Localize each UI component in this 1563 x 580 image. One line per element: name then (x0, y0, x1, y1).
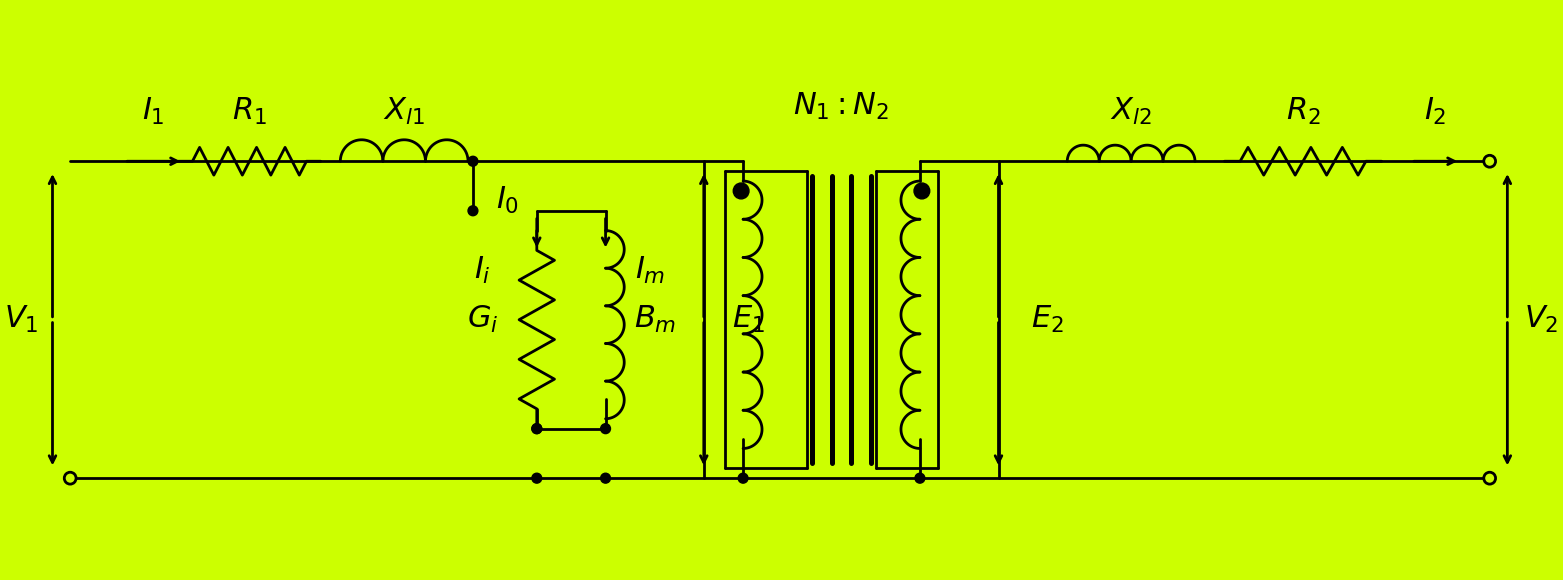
Text: $I_2$: $I_2$ (1424, 96, 1447, 127)
Circle shape (733, 183, 749, 199)
Circle shape (914, 473, 925, 483)
Text: $V_1$: $V_1$ (3, 304, 39, 335)
Text: $G_i$: $G_i$ (467, 304, 499, 335)
Circle shape (467, 156, 478, 166)
Circle shape (600, 424, 611, 434)
Circle shape (531, 473, 542, 483)
Text: $I_m$: $I_m$ (635, 255, 664, 286)
Circle shape (531, 424, 542, 434)
Text: $V_2$: $V_2$ (1524, 304, 1558, 335)
Text: $I_1$: $I_1$ (142, 96, 166, 127)
Text: $X_{l2}$: $X_{l2}$ (1110, 96, 1152, 127)
Text: $B_m$: $B_m$ (633, 304, 675, 335)
Text: $X_{l1}$: $X_{l1}$ (383, 96, 425, 127)
Text: $E_2$: $E_2$ (1032, 304, 1064, 335)
Text: $I_i$: $I_i$ (474, 255, 491, 286)
Text: $R_1$: $R_1$ (231, 96, 267, 127)
Circle shape (467, 206, 478, 216)
Text: $E_1$: $E_1$ (731, 304, 764, 335)
Circle shape (1483, 472, 1496, 484)
Circle shape (600, 473, 611, 483)
Circle shape (64, 472, 77, 484)
Circle shape (531, 424, 542, 434)
Circle shape (1483, 155, 1496, 167)
Circle shape (738, 473, 749, 483)
Text: $N_1 : N_2$: $N_1 : N_2$ (794, 91, 889, 122)
Text: $R_2$: $R_2$ (1286, 96, 1321, 127)
Circle shape (914, 183, 930, 199)
Text: $I_0$: $I_0$ (495, 186, 519, 216)
